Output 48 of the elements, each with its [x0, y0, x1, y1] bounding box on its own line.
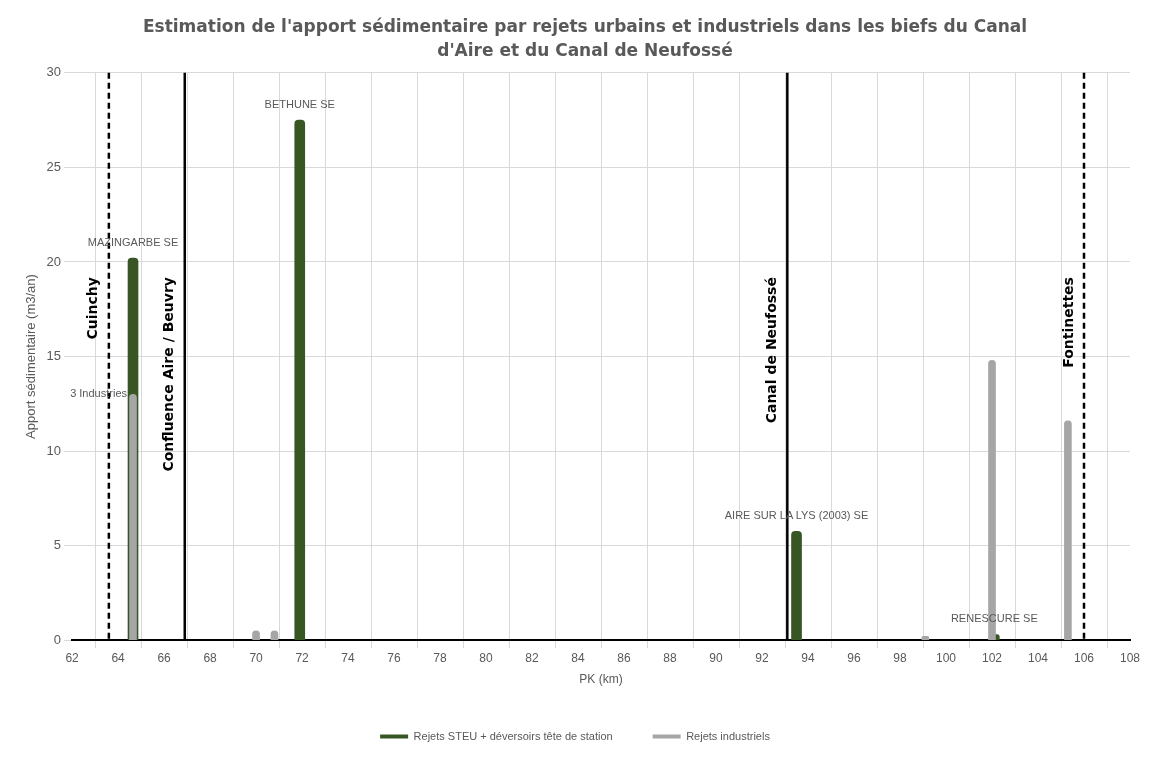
x-tick-label: 62 — [65, 650, 80, 665]
annotation: BETHUNE SE — [264, 97, 335, 110]
legend-label: Rejets industriels — [686, 729, 771, 742]
y-tick-label: 10 — [46, 442, 62, 458]
x-tick-label: 80 — [479, 650, 494, 665]
x-tick-label: 84 — [571, 650, 586, 665]
x-tick-label: 106 — [1073, 650, 1095, 665]
x-tick-label: 72 — [295, 650, 310, 665]
x-tick-label: 82 — [525, 650, 540, 665]
y-tick-label: 5 — [53, 537, 62, 553]
x-tick-label: 102 — [981, 650, 1003, 665]
annotation: RENESCURE SE — [950, 612, 1038, 625]
annotation: MAZINGARBE SE — [87, 235, 179, 248]
x-tick-label: 70 — [249, 650, 264, 665]
bar — [1064, 420, 1072, 641]
x-tick-label: 88 — [663, 650, 678, 665]
x-tick-label: 90 — [709, 650, 724, 665]
bar — [294, 119, 306, 641]
x-tick-label: 66 — [157, 650, 172, 665]
x-axis-title: PK (km) — [579, 672, 623, 687]
bar — [129, 394, 137, 641]
y-tick-label: 15 — [46, 348, 62, 364]
y-tick-label: 30 — [46, 64, 62, 80]
y-tick-label: 0 — [53, 631, 62, 647]
x-tick-label: 104 — [1027, 650, 1049, 665]
ref-line-label: Fontinettes — [1059, 277, 1076, 368]
x-tick-label: 108 — [1119, 650, 1141, 665]
ref-line-label: Cuinchy — [84, 277, 101, 340]
x-tick-label: 68 — [203, 650, 218, 665]
y-tick-label: 25 — [46, 158, 62, 174]
ref-line-label: Canal de Neufossé — [762, 277, 779, 424]
x-tick-label: 64 — [111, 650, 126, 665]
bar — [791, 531, 802, 641]
chart-title: Estimation de l'apport sédimentaire par rejets urbains et industriels dans les biefs du Canal d'Aire et du Canal de Neufossé — [141, 15, 1029, 62]
x-tick-label: 74 — [341, 650, 356, 665]
x-tick-label: 92 — [755, 650, 770, 665]
annotation: 3 Industries — [70, 387, 128, 400]
x-tick-label: 78 — [433, 650, 448, 665]
x-tick-label: 100 — [935, 650, 957, 665]
y-tick-label: 20 — [46, 253, 62, 269]
x-tick-label: 76 — [387, 650, 402, 665]
x-tick-label: 98 — [893, 650, 908, 665]
x-tick-label: 86 — [617, 650, 632, 665]
x-tick-label: 96 — [847, 650, 862, 665]
legend-label: Rejets STEU + déversoirs tête de station — [413, 729, 613, 742]
x-tick-label: 94 — [801, 650, 816, 665]
ref-line-label: Confluence Aire / Beuvry — [160, 277, 177, 472]
y-axis-title: Apport sédimentaire (m3/an) — [23, 274, 39, 439]
